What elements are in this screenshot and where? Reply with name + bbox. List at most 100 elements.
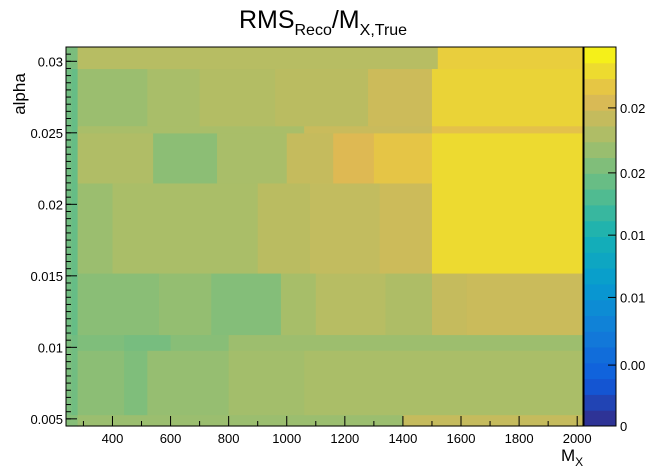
heatmap-cell <box>66 125 73 134</box>
color-scale-swatch <box>584 347 616 364</box>
heatmap-cell <box>333 132 375 184</box>
heatmap-cell <box>147 68 201 127</box>
chart-title-sub-xtrue: X,True <box>360 22 408 39</box>
heatmap-cell <box>217 132 288 184</box>
color-scale-swatch <box>584 362 616 380</box>
y-tick-label: 0.03 <box>38 54 63 69</box>
heatmap-cell <box>77 182 114 274</box>
heatmap-cell <box>77 334 125 351</box>
color-scale-swatch <box>584 378 616 395</box>
heatmap-cell <box>286 132 334 184</box>
color-scale-label: 0.00 <box>620 358 645 373</box>
heatmap-cell <box>199 68 276 127</box>
color-scale-swatch <box>584 110 616 127</box>
color-scale: 0 0.00 0.01 0.01 0.02 0.02 <box>583 46 645 434</box>
heatmap-cell <box>153 132 218 184</box>
x-axis: 400 600 800 1000 1200 1400 1600 1800 2000 <box>82 416 592 446</box>
heatmap-cell <box>431 125 584 134</box>
color-scale-swatch <box>584 141 616 159</box>
heatmap-cell <box>280 272 317 336</box>
color-scale-label: 0.01 <box>620 290 645 305</box>
color-scale-swatch <box>584 331 616 348</box>
heatmap-cell <box>71 350 79 416</box>
x-tick-label: 1800 <box>505 431 534 446</box>
heatmap-cell <box>124 334 172 351</box>
heatmap-cell <box>77 47 439 70</box>
heatmap-cell <box>77 132 154 184</box>
heatmap-cell <box>304 350 584 416</box>
x-tick-label: 800 <box>218 431 240 446</box>
chart-title-sub-reco: Reco <box>295 22 332 39</box>
heatmap-cell <box>257 182 311 274</box>
heatmap-cell <box>309 182 381 274</box>
heatmap-cell <box>71 182 79 274</box>
heatmap-cell <box>77 68 148 127</box>
y-tick-label: 0.01 <box>38 340 63 355</box>
heatmap-cell <box>66 414 79 427</box>
heatmap-cell <box>431 182 584 274</box>
heatmap-cell <box>71 68 79 127</box>
y-tick-label: 0.015 <box>30 269 63 284</box>
color-scale-swatch <box>584 283 616 301</box>
heatmap-cell <box>71 272 79 336</box>
color-scale-swatch <box>584 268 616 285</box>
color-scale-label: 0.01 <box>620 228 645 243</box>
heatmap-cell <box>77 350 125 416</box>
y-tick-label: 0.025 <box>30 126 63 141</box>
x-tick-label: 1600 <box>447 431 476 446</box>
color-scale-label: 0.02 <box>620 101 645 116</box>
x-tick-label: 600 <box>160 431 182 446</box>
heatmap-cell <box>466 272 584 336</box>
heatmap-cell <box>431 68 584 127</box>
heatmap-cell <box>112 182 259 274</box>
color-scale-swatch <box>584 204 616 222</box>
heatmap-cell <box>431 132 584 184</box>
heatmap-cell <box>211 272 282 336</box>
heatmap-cell <box>304 125 433 134</box>
x-tick-label: 2000 <box>563 431 592 446</box>
heatmap-cell <box>228 334 584 351</box>
x-tick-label: 1400 <box>388 431 417 446</box>
x-axis-label: MX <box>561 446 583 469</box>
color-scale-swatch <box>584 94 616 111</box>
heatmap-cell <box>124 350 148 416</box>
heatmap-cell <box>71 334 79 351</box>
x-tick-label: 400 <box>102 431 124 446</box>
heatmap-cell <box>385 272 433 336</box>
chart-title-mid: /M <box>332 6 360 34</box>
heatmap-cell <box>170 334 230 351</box>
x-axis-label-base: M <box>561 446 575 465</box>
color-scale-swatch <box>584 252 616 269</box>
heatmap-cell <box>147 350 230 416</box>
heatmap-cell <box>368 68 433 127</box>
color-scale-swatch <box>584 47 616 64</box>
y-axis-label: alpha <box>10 73 29 115</box>
heatmap-cell <box>71 125 79 134</box>
color-scale-swatch <box>584 189 616 206</box>
color-scale-swatch <box>584 220 616 237</box>
x-tick-label: 1000 <box>272 431 301 446</box>
color-scale-label: 0 <box>620 419 627 434</box>
color-scale-swatch <box>584 78 616 95</box>
color-scale-swatch <box>584 173 616 190</box>
color-scale-label: 0.02 <box>620 166 645 181</box>
color-scale-swatch <box>584 157 616 174</box>
color-scale-swatch <box>584 62 616 80</box>
heatmap-cell <box>315 272 387 336</box>
heatmap-cell <box>66 182 73 274</box>
heatmap-cells <box>66 47 584 427</box>
color-scale-swatch <box>584 125 616 143</box>
heatmap-cell <box>66 47 79 70</box>
heatmap-cell <box>431 272 468 336</box>
color-scale-swatch <box>584 299 616 316</box>
color-scale-frame <box>583 46 617 427</box>
color-scale-swatch <box>584 236 616 253</box>
y-axis: 0.005 0.01 0.015 0.02 0.025 0.03 <box>30 46 77 427</box>
heatmap-cell <box>66 132 73 184</box>
heatmap-cell <box>373 132 433 184</box>
heatmap-cell <box>158 272 212 336</box>
x-tick-label: 1200 <box>330 431 359 446</box>
heatmap-cell <box>437 47 584 70</box>
color-scale-swatch <box>584 315 616 332</box>
